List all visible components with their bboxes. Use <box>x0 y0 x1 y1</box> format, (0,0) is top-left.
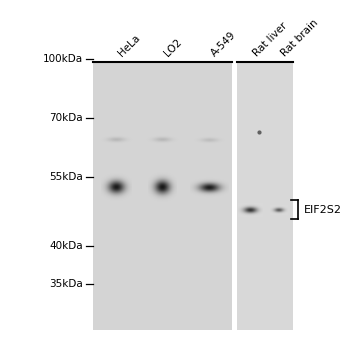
Text: EIF2S2: EIF2S2 <box>304 205 342 215</box>
FancyBboxPatch shape <box>93 62 232 329</box>
Text: 55kDa: 55kDa <box>49 172 83 182</box>
Text: HeLa: HeLa <box>116 33 142 59</box>
Text: Rat liver: Rat liver <box>251 21 289 59</box>
Text: Rat brain: Rat brain <box>279 18 320 59</box>
Text: LO2: LO2 <box>162 37 184 59</box>
Text: 35kDa: 35kDa <box>49 279 83 289</box>
Text: 70kDa: 70kDa <box>49 113 83 123</box>
Text: 40kDa: 40kDa <box>49 241 83 251</box>
Text: A-549: A-549 <box>209 30 238 59</box>
Text: 100kDa: 100kDa <box>43 54 83 64</box>
FancyBboxPatch shape <box>237 62 293 329</box>
